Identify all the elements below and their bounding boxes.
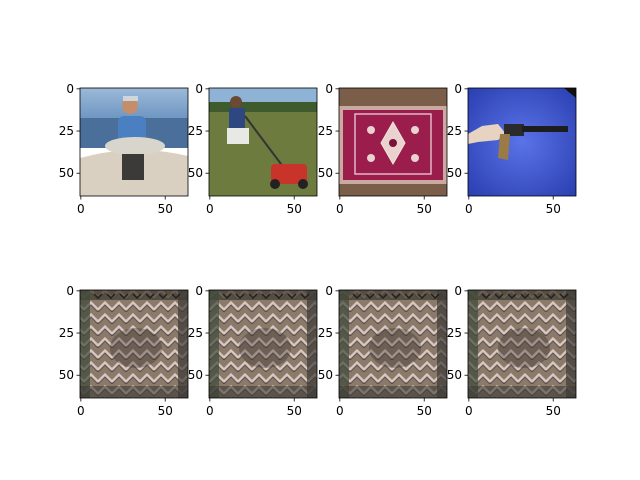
y-tick-label: 25 — [188, 124, 203, 138]
y-tick-label: 0 — [454, 82, 462, 96]
y-tick-label: 25 — [447, 124, 462, 138]
y-tick-label: 25 — [447, 326, 462, 340]
axes-frame — [208, 289, 318, 399]
x-tick-label: 50 — [158, 404, 173, 418]
y-tick-label: 50 — [59, 368, 74, 382]
y-tick-label: 25 — [59, 326, 74, 340]
y-tick-label: 25 — [188, 326, 203, 340]
x-tick-label: 0 — [77, 404, 85, 418]
x-tick-label: 50 — [287, 404, 302, 418]
subplot-r0-c3: 0 50 0 25 50 — [447, 82, 577, 216]
subplot-r0-c2: 0 50 0 25 50 — [318, 82, 448, 216]
y-tick-label: 0 — [325, 82, 333, 96]
x-tick-label: 0 — [465, 202, 473, 216]
texture-image — [209, 290, 317, 398]
y-tick-label: 50 — [447, 368, 462, 382]
axes-frame — [79, 87, 189, 197]
x-tick-label: 50 — [417, 404, 432, 418]
panels-layer: 0 50 0 25 50 0 50 0 25 50 0 50 0 25 50 0 50 0 25 50 0 50 0 25 50… — [59, 82, 577, 418]
y-tick-label: 50 — [59, 166, 74, 180]
axes-frame — [338, 289, 448, 399]
y-tick-label: 0 — [195, 82, 203, 96]
x-tick-label: 50 — [287, 202, 302, 216]
y-tick-label: 50 — [318, 368, 333, 382]
subplot-r1-c2: 0 50 0 25 50 — [318, 284, 448, 418]
y-tick-label: 50 — [188, 166, 203, 180]
image-man-pushing-lawn-mower — [209, 88, 317, 196]
image-hand-holding-revolver — [468, 88, 576, 196]
axes-frame — [338, 87, 448, 197]
subplot-r1-c0: 0 50 0 25 50 — [59, 284, 189, 418]
x-tick-label: 0 — [206, 404, 214, 418]
x-tick-label: 50 — [546, 404, 561, 418]
axes-frame — [467, 87, 577, 197]
y-tick-label: 0 — [325, 284, 333, 298]
x-tick-label: 50 — [417, 202, 432, 216]
image-fisherman-holding-fish — [80, 88, 188, 196]
y-tick-label: 0 — [195, 284, 203, 298]
image-magenta-prayer-rug — [339, 88, 447, 196]
y-tick-label: 0 — [66, 284, 74, 298]
y-tick-label: 25 — [59, 124, 74, 138]
x-tick-label: 0 — [77, 202, 85, 216]
texture-image — [339, 290, 447, 398]
x-tick-label: 50 — [546, 202, 561, 216]
subplot-r0-c1: 0 50 0 25 50 — [188, 82, 318, 216]
x-tick-label: 0 — [336, 202, 344, 216]
axes-frame — [467, 289, 577, 399]
axes-frame — [79, 289, 189, 399]
y-tick-label: 25 — [318, 326, 333, 340]
x-tick-label: 0 — [206, 202, 214, 216]
y-tick-label: 50 — [318, 166, 333, 180]
subplot-r1-c1: 0 50 0 25 50 — [188, 284, 318, 418]
y-tick-label: 0 — [454, 284, 462, 298]
x-tick-label: 0 — [465, 404, 473, 418]
subplot-r1-c3: 0 50 0 25 50 — [447, 284, 577, 418]
texture-image — [468, 290, 576, 398]
axes-frame — [208, 87, 318, 197]
y-tick-label: 50 — [188, 368, 203, 382]
y-tick-label: 50 — [447, 166, 462, 180]
subplot-r0-c0: 0 50 0 25 50 — [59, 82, 189, 216]
texture-image — [80, 290, 188, 398]
x-tick-label: 0 — [336, 404, 344, 418]
y-tick-label: 0 — [66, 82, 74, 96]
y-tick-label: 25 — [318, 124, 333, 138]
x-tick-label: 50 — [158, 202, 173, 216]
